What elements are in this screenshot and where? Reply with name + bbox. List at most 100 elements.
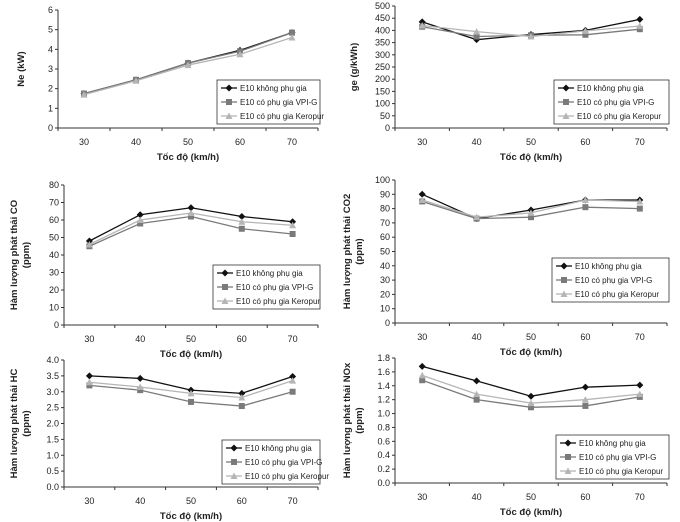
data-point-series-2: [528, 404, 534, 411]
x-tick-label: 50: [526, 492, 536, 502]
data-point-series-1: [289, 373, 297, 381]
legend-label: E10 không phụ gia: [579, 439, 646, 448]
legend-swatch-marker: [231, 459, 237, 465]
data-point-series-2: [636, 26, 643, 33]
y-tick-label: 50: [380, 247, 390, 257]
y-tick-label: 1.0: [377, 409, 390, 419]
y-tick-label: 5: [48, 25, 53, 35]
data-point-series-3: [288, 34, 296, 41]
y-axis-label: Hàm lượng phát thải NOx: [342, 362, 353, 478]
chart-panel-4: 0 10 20 30 40 50 60 70 80 90 100 30 40 50 60 70 Tốc độ (…: [342, 175, 670, 358]
series-line-2: [89, 215, 293, 247]
x-tick-label: 60: [580, 332, 590, 342]
x-tick-label: 70: [635, 137, 645, 147]
x-tick-label: 60: [235, 137, 245, 147]
legend-label: E10 không phụ gia: [575, 262, 642, 271]
x-axis-label: Tốc độ (km/h): [500, 347, 562, 358]
x-axis-label: Tốc độ (km/h): [157, 152, 219, 163]
x-tick-label: 30: [84, 334, 94, 344]
y-tick-label: 450: [375, 13, 390, 23]
y-tick-label: 20: [380, 289, 390, 299]
y-axis-unit-label: (ppm): [21, 410, 32, 436]
y-tick-label: 3.5: [46, 371, 59, 381]
y-tick-label: 100: [375, 99, 390, 109]
legend-swatch-marker: [564, 439, 572, 447]
data-point-series-3: [187, 389, 195, 397]
y-tick-label: 0: [385, 123, 390, 133]
x-tick-label: 60: [580, 492, 590, 502]
x-tick-label: 50: [526, 137, 536, 147]
y-tick-label: 60: [380, 232, 390, 242]
y-tick-label: 50: [49, 233, 59, 243]
data-point-series-3: [136, 383, 144, 390]
y-tick-label: 1.5: [46, 434, 59, 444]
y-tick-label: 200: [375, 74, 390, 84]
x-tick-label: 50: [526, 332, 536, 342]
legend-label: E10 có phụ gia Keropur: [236, 297, 320, 306]
legend-swatch-marker: [221, 269, 229, 277]
data-point-series-3: [238, 218, 246, 225]
y-tick-label: 30: [380, 275, 390, 285]
y-tick-label: 0.8: [377, 422, 390, 432]
legend-swatch-marker: [230, 472, 238, 479]
data-point-series-3: [581, 27, 589, 34]
y-tick-label: 4.0: [46, 355, 59, 365]
data-point-series-3: [85, 241, 93, 248]
x-tick-label: 30: [417, 492, 427, 502]
data-point-series-1: [418, 362, 426, 370]
y-tick-label: 70: [49, 198, 59, 208]
y-tick-label: 4: [48, 44, 53, 54]
data-point-series-2: [188, 213, 194, 220]
data-point-series-1: [238, 389, 246, 397]
legend-label: E10 không phụ gia: [236, 269, 303, 278]
y-tick-label: 0: [54, 320, 59, 330]
x-tick-label: 40: [131, 137, 141, 147]
y-tick-label: 400: [375, 25, 390, 35]
y-axis-unit-label: (ppm): [354, 238, 365, 264]
y-tick-label: 1.8: [377, 353, 390, 363]
data-point-series-3: [636, 390, 644, 398]
y-tick-label: 100: [375, 175, 390, 185]
data-point-series-1: [136, 211, 144, 219]
legend-swatch-marker: [565, 454, 571, 460]
legend: E10 không phụ gia E10 có phụ gia VPI-G E10…: [551, 257, 670, 303]
data-point-series-3: [184, 61, 192, 69]
data-point-series-2: [636, 205, 643, 212]
x-axis-label: Tốc độ (km/h): [500, 152, 562, 163]
legend-label: E10 có phụ gia Keropur: [245, 472, 329, 481]
data-point-series-3: [289, 221, 297, 229]
data-point-series-2: [289, 388, 296, 395]
y-tick-label: 10: [380, 304, 390, 314]
y-tick-label: 0.2: [377, 464, 390, 474]
x-tick-label: 30: [84, 496, 94, 506]
data-point-series-3: [418, 371, 426, 379]
data-point-series-1: [636, 15, 644, 23]
chart-panel-3: 0 10 20 30 40 50 60 70 80 30 40 50 60 70 Tốc độ (km/h)…: [9, 180, 321, 360]
data-point-series-2: [419, 377, 426, 384]
y-tick-label: 0.0: [46, 482, 59, 492]
legend: E10 không phụ gia E10 có phụ gia VPI-G E10…: [212, 264, 321, 310]
data-point-series-3: [636, 197, 644, 205]
data-point-series-1: [418, 18, 426, 26]
legend-label: E10 có phụ gia Keropur: [577, 112, 661, 121]
legend-swatch-marker: [564, 467, 572, 474]
data-point-series-1: [418, 190, 426, 198]
y-axis-unit-label: (ppm): [21, 242, 32, 268]
data-point-series-1: [473, 377, 481, 385]
data-point-series-1: [85, 372, 93, 380]
data-point-series-3: [581, 196, 589, 204]
chart-panel-2: 0 50 100 150 200 250 300 350 400 450 500 30 40 50 60 70…: [349, 1, 670, 163]
legend-swatch-marker: [222, 284, 228, 290]
y-tick-label: 6: [48, 5, 53, 15]
data-point-series-3: [289, 377, 297, 384]
y-tick-label: 500: [375, 1, 390, 11]
legend: E10 không phụ gia E10 có phụ gia VPI-G E10…: [553, 79, 670, 125]
legend-label: E10 có phụ gia Keropur: [579, 467, 663, 476]
legend-swatch-marker: [562, 112, 570, 119]
legend-swatch-marker: [562, 84, 570, 92]
x-tick-label: 50: [183, 137, 193, 147]
chart-panel-5: 0.0 0.5 1.0 1.5 2.0 2.5 3.0 3.5 4.0 30 40 50 60 70 Tốc…: [9, 355, 329, 522]
y-tick-label: 90: [380, 189, 390, 199]
legend-swatch-marker: [560, 290, 568, 297]
data-point-series-3: [473, 28, 481, 35]
